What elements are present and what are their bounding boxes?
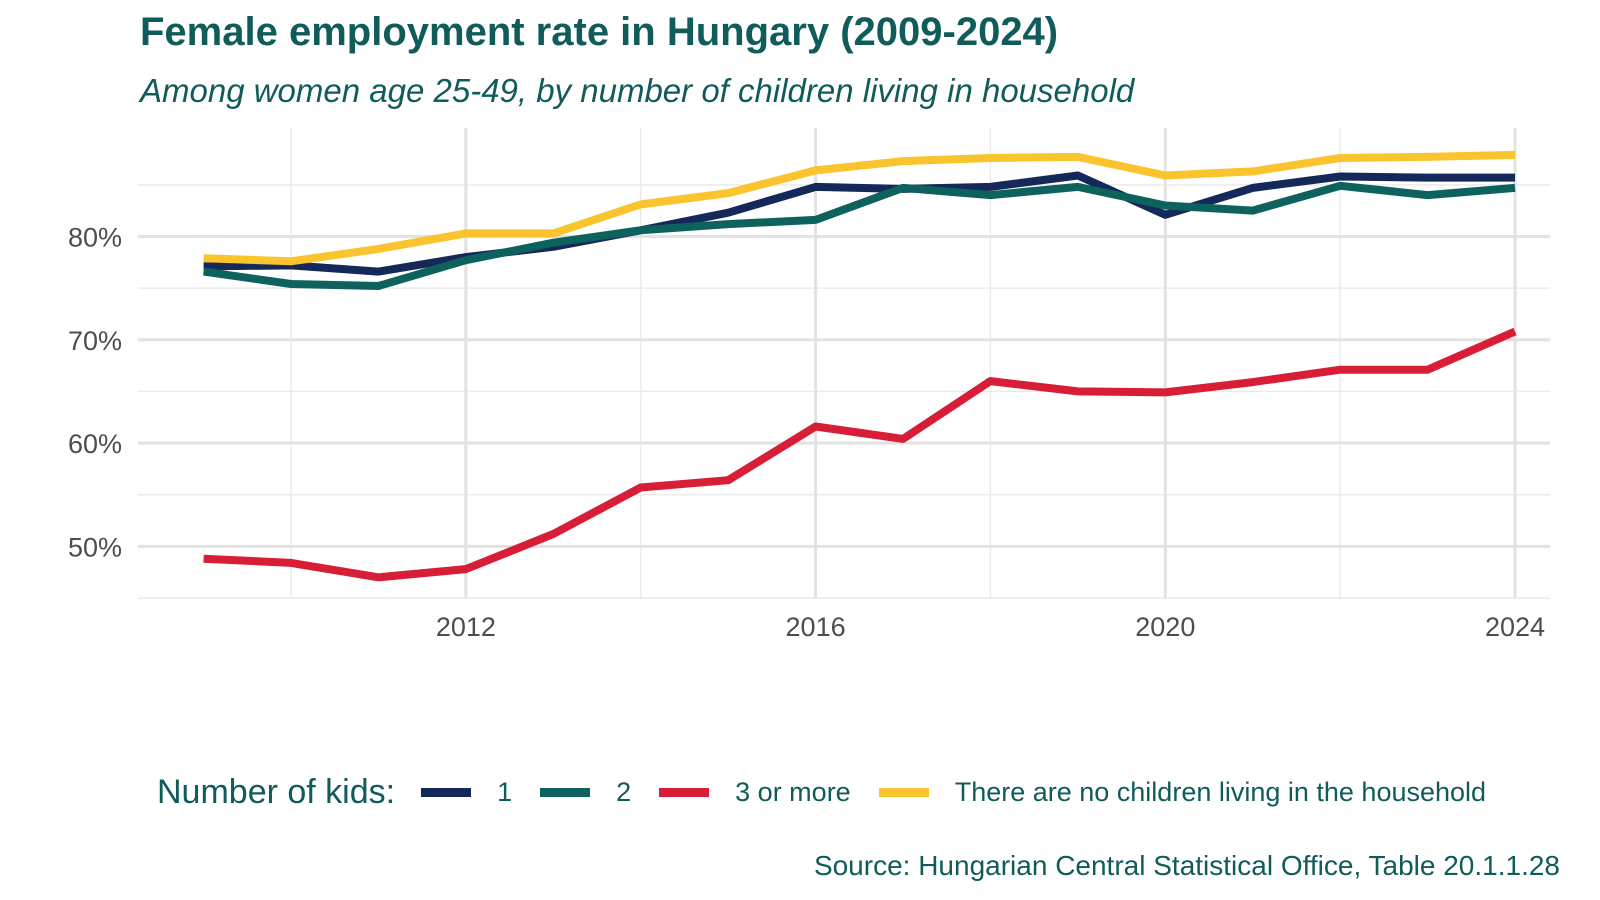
legend-swatch xyxy=(540,787,591,797)
series-line-there-are-no-children-living-in-the-household xyxy=(203,150,1516,266)
legend-label: 2 xyxy=(616,776,632,807)
legend-item-3-or-more: 3 or more xyxy=(659,777,851,808)
y-tick-label: 50% xyxy=(68,532,122,562)
y-tick-label: 80% xyxy=(68,222,122,252)
x-tick-label: 2012 xyxy=(436,612,496,642)
grid-lines xyxy=(138,128,1550,599)
x-tick-label: 2020 xyxy=(1135,612,1195,642)
legend-label: There are no children living in the hous… xyxy=(954,776,1487,807)
legend-swatch xyxy=(421,787,472,797)
legend-swatch xyxy=(659,787,710,797)
y-tick-label: 70% xyxy=(68,326,122,356)
legend-item-no-children: There are no children living in the hous… xyxy=(878,776,1487,808)
chart-title: Female employment rate in Hungary (2009-… xyxy=(140,10,1059,54)
axis-tick-labels: 50% 60% 70% 80% 2012 2016 2020 2024 xyxy=(68,222,1545,642)
legend-title: Number of kids: xyxy=(157,772,396,811)
series-lines xyxy=(203,150,1517,582)
series-line-3-or-more xyxy=(203,327,1517,582)
x-tick-label: 2024 xyxy=(1485,612,1545,642)
x-tick-label: 2016 xyxy=(786,612,846,642)
series-line-1 xyxy=(203,171,1515,276)
legend-label: 3 or more xyxy=(735,776,851,807)
legend-swatch xyxy=(878,787,929,797)
series-line-2 xyxy=(203,181,1516,290)
legend-item-1: 1 xyxy=(421,777,512,808)
legend-item-2: 2 xyxy=(540,777,631,808)
legend-label: 1 xyxy=(497,776,513,807)
y-tick-label: 60% xyxy=(68,429,122,459)
chart-subtitle: Among women age 25-49, by number of chil… xyxy=(140,72,1135,109)
source-note: Source: Hungarian Central Statistical Of… xyxy=(813,850,1560,881)
legend: Number of kids: 1 2 3 or more There are … xyxy=(157,770,1486,814)
